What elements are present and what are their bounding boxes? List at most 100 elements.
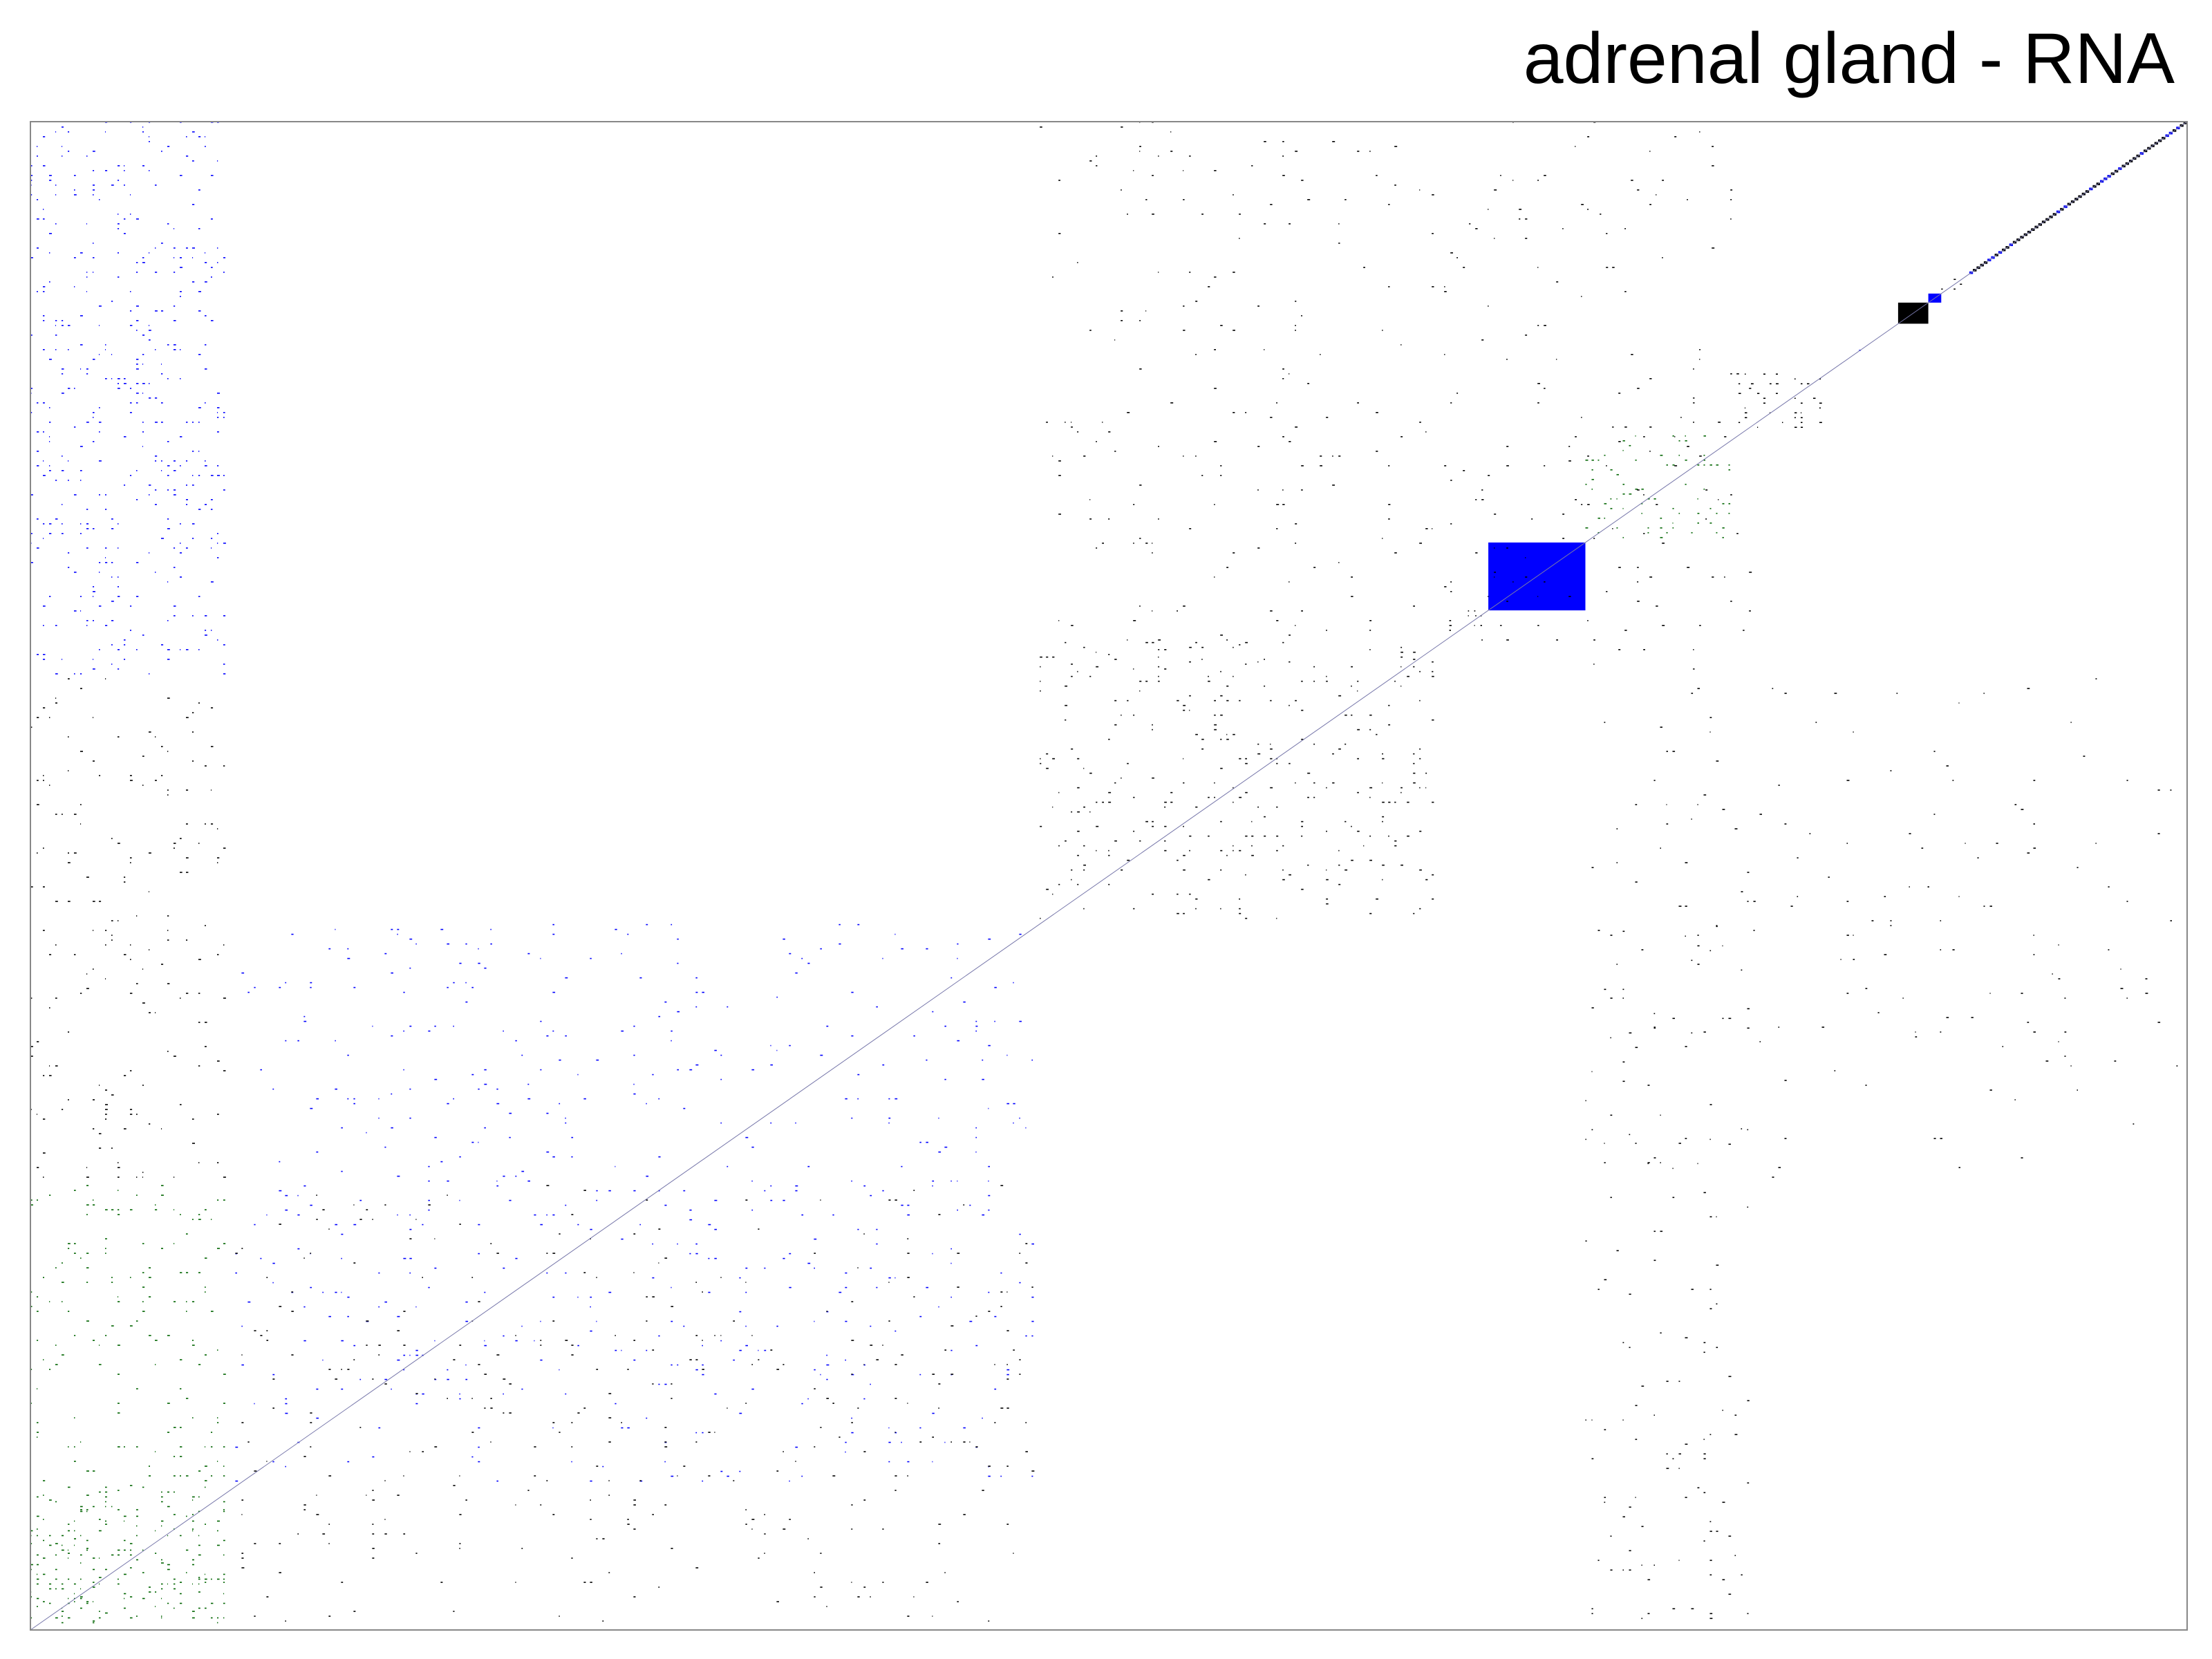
heatmap-band-6 <box>1635 1047 1638 1049</box>
heatmap-block-cluster-b <box>727 1475 729 1477</box>
heatmap-band-0 <box>55 325 56 326</box>
heatmap-band-3 <box>1276 402 1277 404</box>
heatmap-band-0 <box>55 335 57 336</box>
plot-frame <box>30 121 2188 1631</box>
heatmap-block-cluster-b <box>241 1325 243 1327</box>
heatmap-band-3 <box>1649 378 1652 379</box>
heatmap-band-6 <box>1585 1240 1587 1242</box>
heatmap-band-0 <box>80 673 82 675</box>
heatmap-band-2 <box>155 1340 158 1341</box>
heatmap-band-3 <box>1139 146 1141 147</box>
heatmap-block-cluster-a <box>86 1602 88 1604</box>
heatmap-band-5 <box>1703 794 1707 796</box>
heatmap-block-cluster-c <box>1394 801 1396 803</box>
heatmap-block-cluster-f <box>1709 507 1712 509</box>
heatmap-block-cluster-d <box>1474 610 1476 612</box>
heatmap-band-6 <box>1716 1264 1719 1266</box>
heatmap-block-cluster-a <box>37 1578 39 1580</box>
heatmap-block-cluster-b <box>770 1199 773 1201</box>
heatmap-block-cluster-g <box>1763 402 1765 404</box>
heatmap-block-cluster-c <box>1195 733 1198 735</box>
heatmap-block-cluster-a <box>205 1607 207 1609</box>
heatmap-band-0 <box>142 257 144 259</box>
heatmap-band-5 <box>2145 978 2148 980</box>
heatmap-block-cluster-b <box>310 1286 312 1288</box>
heatmap-band-1 <box>198 959 201 960</box>
heatmap-band-2 <box>130 1567 132 1568</box>
heatmap-block-cluster-c <box>1040 762 1042 765</box>
heatmap-band-3 <box>1730 494 1732 496</box>
heatmap-band-3 <box>1338 456 1341 457</box>
heatmap-block-cluster-b <box>615 1403 617 1405</box>
heatmap-band-3 <box>1307 383 1310 384</box>
heatmap-block-cluster-f <box>1709 522 1712 524</box>
heatmap-band-5 <box>1709 1104 1712 1105</box>
heatmap-band-4 <box>851 1301 854 1302</box>
heatmap-band-3 <box>1575 436 1577 438</box>
heatmap-block-cluster-f <box>1666 532 1668 534</box>
heatmap-band-4 <box>671 1548 673 1549</box>
heatmap-block-cluster-b <box>664 1204 667 1206</box>
heatmap-band-3 <box>1537 180 1539 181</box>
heatmap-block-cluster-c <box>1127 762 1129 765</box>
heatmap-block-cluster-c <box>1046 753 1049 755</box>
heatmap-band-2 <box>30 1204 33 1206</box>
heatmap-band-4 <box>832 1475 836 1477</box>
heatmap-block-cluster-b <box>944 1146 948 1148</box>
heatmap-band-3 <box>1077 431 1079 433</box>
heatmap-band-0 <box>180 291 182 292</box>
heatmap-block-cluster-b <box>434 1078 438 1080</box>
heatmap-band-3 <box>1413 659 1416 660</box>
heatmap-block-cluster-g <box>1794 397 1796 399</box>
heatmap-band-4 <box>397 1330 400 1331</box>
heatmap-band-0 <box>49 533 52 534</box>
heatmap-band-0 <box>155 310 158 312</box>
heatmap-band-0 <box>186 460 188 462</box>
heatmap-band-0 <box>167 518 169 520</box>
heatmap-band-3 <box>1575 499 1577 500</box>
heatmap-band-0 <box>80 533 82 534</box>
heatmap-band-1 <box>62 814 63 815</box>
heatmap-block-cluster-c <box>1183 869 1185 871</box>
heatmap-band-4 <box>695 1335 698 1336</box>
heatmap-band-0 <box>136 470 138 471</box>
heatmap-band-1 <box>37 1167 39 1168</box>
heatmap-band-4 <box>894 1432 896 1433</box>
heatmap-block-cluster-c <box>1046 656 1049 658</box>
heatmap-band-1 <box>55 901 58 902</box>
chart-title: adrenal gland - RNA <box>1523 19 2175 99</box>
heatmap-band-0 <box>223 644 225 646</box>
heatmap-band-1 <box>55 702 57 704</box>
heatmap-band-0 <box>180 175 182 176</box>
heatmap-band-1 <box>43 1177 44 1178</box>
heatmap-band-6 <box>1734 1414 1737 1416</box>
heatmap-band-0 <box>130 412 132 413</box>
heatmap-block-cluster-b <box>552 1296 555 1298</box>
heatmap-band-5 <box>1958 896 1960 897</box>
heatmap-block-cluster-b <box>708 1291 711 1293</box>
heatmap-band-3 <box>1282 368 1284 370</box>
heatmap-block-cluster-b <box>751 1388 754 1390</box>
heatmap-band-5 <box>2021 993 2023 994</box>
heatmap-band-1 <box>68 1099 69 1100</box>
heatmap-block-cluster-c <box>1363 845 1365 847</box>
heatmap-block-cluster-c <box>1071 748 1074 750</box>
heatmap-band-5 <box>1846 843 1848 844</box>
heatmap-block-cluster-b <box>341 1233 344 1235</box>
heatmap-band-6 <box>1685 1497 1687 1499</box>
heatmap-block-cluster-c <box>1040 690 1041 692</box>
heatmap-band-2 <box>186 1311 187 1312</box>
heatmap-block-cluster-b <box>826 1364 830 1366</box>
heatmap-block-cluster-f <box>1641 488 1644 490</box>
heatmap-band-2 <box>192 1301 195 1302</box>
heatmap-band-4 <box>254 1615 256 1617</box>
heatmap-band-3 <box>1071 625 1074 626</box>
heatmap-block-cluster-f <box>1666 464 1668 466</box>
heatmap-block-cluster-c <box>1058 845 1060 847</box>
heatmap-block-cluster-c <box>1257 743 1259 745</box>
heatmap-band-5 <box>1653 780 1656 781</box>
heatmap-block-cluster-b <box>876 1286 878 1288</box>
heatmap-block-cluster-b <box>403 1030 404 1032</box>
heatmap-block-cluster-b <box>415 1349 418 1351</box>
heatmap-block-cluster-c <box>1214 700 1216 702</box>
